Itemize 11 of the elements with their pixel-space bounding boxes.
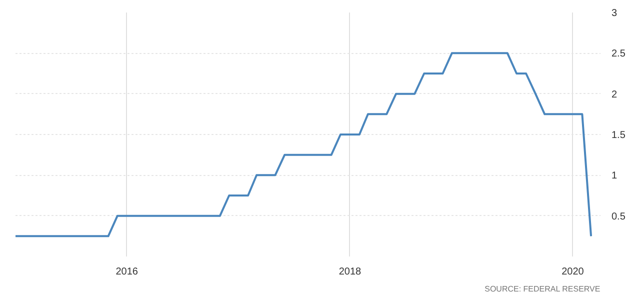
y-tick-label: 1.5 xyxy=(612,130,626,141)
y-tick-label: 3 xyxy=(612,8,618,19)
x-tick-label: 2020 xyxy=(562,266,584,278)
x-tick-label: 2018 xyxy=(338,266,362,278)
y-tick-label: 2 xyxy=(612,89,618,100)
line-series xyxy=(16,52,592,238)
y-tick-label: 2.5 xyxy=(612,48,626,60)
x-tick-label: 2016 xyxy=(116,266,138,278)
y-tick-label: 0.5 xyxy=(612,211,626,222)
y-tick-label: 1 xyxy=(612,170,618,182)
source-note: SOURCE: FEDERAL RESERVE xyxy=(484,284,600,294)
